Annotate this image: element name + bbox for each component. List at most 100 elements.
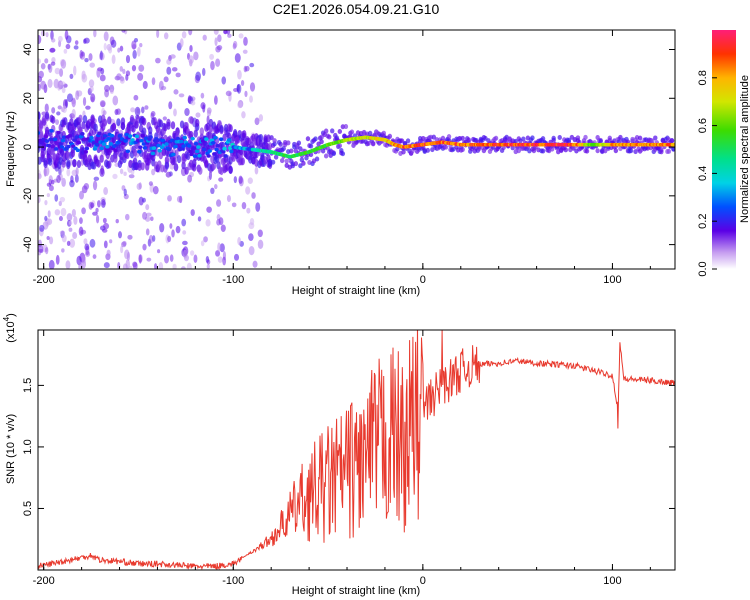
spectrogram-band-cell bbox=[76, 160, 82, 169]
spectrogram-noise-speckle bbox=[73, 45, 79, 50]
spectrogram-noise-speckle bbox=[193, 51, 199, 61]
spectrogram-band-cell bbox=[549, 146, 555, 152]
spectrogram-ridge-cell bbox=[197, 153, 202, 158]
spectrogram-noise-speckle bbox=[127, 234, 133, 240]
spectrogram-noise-speckle bbox=[200, 92, 205, 99]
spectrogram-band-cell bbox=[319, 134, 324, 140]
spectrogram-band-cell bbox=[38, 129, 44, 138]
spectrogram-noise-speckle bbox=[156, 30, 160, 38]
spectrogram-noise-speckle bbox=[44, 103, 49, 113]
spectrogram-band-cell bbox=[140, 162, 145, 171]
spectrogram-noise-speckle bbox=[136, 183, 142, 190]
spectrogram-noise-speckle bbox=[241, 111, 246, 119]
spectrogram-noise-speckle bbox=[119, 66, 124, 72]
spectrogram-noise-speckle bbox=[232, 43, 237, 50]
spectrogram-ridge-cell bbox=[213, 135, 218, 140]
spectrogram-noise-speckle bbox=[125, 259, 130, 269]
spectrogram-band-cell bbox=[102, 118, 107, 127]
spectrogram-ridge-cell bbox=[218, 137, 224, 142]
spectrogram-band-cell bbox=[141, 117, 147, 126]
spectrogram-noise-speckle bbox=[206, 109, 212, 117]
spectrogram-ridge-cell bbox=[192, 154, 198, 158]
spectrogram-noise-speckle bbox=[151, 77, 156, 86]
spectrogram-noise-speckle bbox=[169, 254, 174, 262]
spectrogram-band-cell bbox=[199, 127, 204, 136]
spectrogram-ridge-cell bbox=[148, 135, 153, 139]
spectrogram-noise-speckle bbox=[202, 67, 206, 77]
spectrogram-noise-speckle bbox=[108, 46, 113, 54]
spectrogram-ridge-cell bbox=[38, 131, 41, 135]
spectrogram-noise-speckle bbox=[209, 53, 215, 60]
spectrogram-ridge-cell bbox=[59, 145, 65, 149]
spectrogram-ridge-cell bbox=[179, 139, 184, 144]
spectrogram-noise-speckle bbox=[49, 48, 56, 53]
spectrogram-noise-speckle bbox=[237, 237, 242, 246]
spectrogram-band-cell bbox=[125, 151, 130, 160]
spectrogram-noise-speckle bbox=[44, 58, 49, 64]
spectrogram-ridge-cell bbox=[164, 142, 169, 146]
spectrogram-ridge-cell bbox=[143, 136, 149, 141]
spectrogram-ridge-cell bbox=[49, 128, 54, 133]
spectrogram-noise-speckle bbox=[71, 209, 76, 218]
spectrogram-noise-speckle bbox=[190, 100, 196, 106]
spectrogram-noise-speckle bbox=[151, 168, 156, 176]
spectrogram-noise-speckle bbox=[182, 249, 188, 259]
spectrogram-ridge-cell bbox=[142, 145, 148, 150]
spectrogram-noise-speckle bbox=[117, 47, 121, 53]
spectrogram-ridge-cell bbox=[47, 144, 52, 148]
spectrogram-ridge-cell bbox=[67, 133, 73, 138]
spectrogram-noise-speckle bbox=[210, 60, 215, 71]
spectrogram-noise-speckle bbox=[148, 181, 153, 186]
spectrogram-noise-speckle bbox=[93, 176, 100, 181]
spectrogram-ridge-cell bbox=[123, 139, 128, 143]
spectrogram-band-cell bbox=[157, 160, 162, 169]
spectrogram-band-cell bbox=[284, 158, 289, 164]
spectrogram-noise-speckle bbox=[168, 101, 173, 110]
snr-scale-prefix: (x10 bbox=[5, 321, 17, 342]
spectrogram-noise-speckle bbox=[226, 194, 231, 203]
spectrogram-noise-speckle bbox=[238, 33, 244, 39]
snr-panel: -200 -100 0 100 0.5 1.0 1.5 Height of straight… bbox=[2, 313, 676, 597]
spectrogram-band-cell bbox=[401, 149, 406, 155]
spectrogram-noise-speckle bbox=[84, 58, 89, 63]
spectrogram-noise-speckle bbox=[46, 218, 53, 226]
spectrogram-noise-speckle bbox=[51, 179, 55, 185]
spectrogram-noise-speckle bbox=[131, 65, 137, 72]
spectrogram-noise-speckle bbox=[83, 238, 88, 245]
spectrogram-noise-speckle bbox=[73, 215, 78, 225]
snr-xtick-label: 100 bbox=[603, 575, 621, 587]
spectrogram-band-cell bbox=[428, 134, 434, 140]
spectrogram-noise-speckle bbox=[227, 33, 232, 38]
snr-ylabel: SNR (10 * v/v) bbox=[5, 414, 17, 484]
spectrogram-noise-speckle bbox=[73, 65, 77, 76]
spectrogram-band-cell bbox=[269, 135, 274, 141]
spectrogram-noise-speckle bbox=[55, 254, 60, 265]
spectrogram-band-cell bbox=[99, 154, 104, 163]
spectrogram-noise-speckle bbox=[126, 251, 131, 261]
spectrogram-ridge-cell bbox=[48, 137, 53, 142]
spectrogram-noise-speckle bbox=[217, 256, 223, 263]
spectrogram-noise-speckle bbox=[38, 70, 44, 79]
spectrogram-xtick-label: 100 bbox=[603, 274, 621, 286]
spectrogram-noise-speckle bbox=[138, 64, 145, 72]
spectrogram-band-cell bbox=[146, 157, 151, 166]
spectrogram-band-cell bbox=[44, 111, 50, 120]
spectrogram-noise-speckle bbox=[61, 248, 65, 253]
spectrogram-noise-speckle bbox=[119, 45, 124, 52]
spectrogram-noise-speckle bbox=[215, 58, 221, 67]
spectrogram-xtick-label: 0 bbox=[420, 274, 426, 286]
spectrogram-noise-speckle bbox=[159, 223, 165, 233]
spectrogram-band-cell bbox=[273, 154, 279, 160]
spectrogram-noise-speckle bbox=[187, 174, 193, 183]
spectrogram-noise-speckle bbox=[81, 255, 86, 264]
spectrogram-band-cell bbox=[530, 135, 535, 141]
spectrogram-noise-speckle bbox=[109, 88, 114, 95]
spectrogram-noise-speckle bbox=[252, 260, 258, 268]
spectrogram-noise-speckle bbox=[47, 78, 53, 88]
spectrogram-ridge-cell bbox=[101, 142, 107, 146]
spectrogram-band-cell bbox=[425, 147, 430, 153]
spectrogram-noise-speckle bbox=[193, 254, 198, 263]
spectrogram-noise-speckle bbox=[167, 195, 172, 202]
spectrogram-noise-speckle bbox=[158, 80, 164, 91]
spectrogram-noise-speckle bbox=[217, 34, 222, 43]
